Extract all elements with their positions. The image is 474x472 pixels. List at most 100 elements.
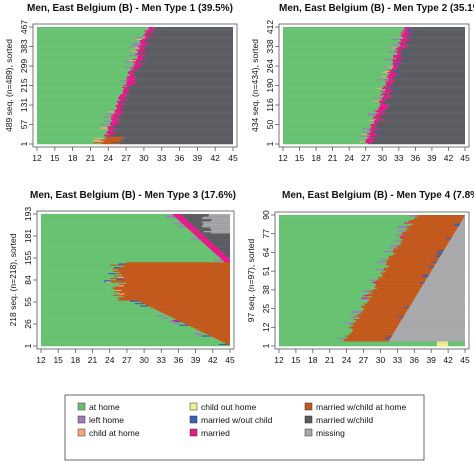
x-tick-label: 27 <box>121 153 131 163</box>
x-tick-label: 24 <box>342 355 352 365</box>
chart-title: Men, East Belgium (B) - Men Type 1 (39.5… <box>27 3 233 14</box>
sequence-strips <box>41 214 230 346</box>
sequence-segment <box>417 215 465 216</box>
x-tick-label: 18 <box>71 355 81 365</box>
y-axis-label: 97 seq. (n=97), sorted <box>246 239 256 323</box>
x-tick-label: 42 <box>208 355 218 365</box>
sequence-segment <box>209 214 230 215</box>
x-tick-label: 12 <box>278 153 288 163</box>
sequence-strips <box>37 27 233 144</box>
legend-swatch <box>190 416 197 423</box>
y-tick-label: 50 <box>265 120 275 130</box>
x-tick-label: 12 <box>36 355 46 365</box>
x-tick-label: 45 <box>460 153 470 163</box>
sequence-strips <box>279 215 465 346</box>
legend-swatch <box>305 429 312 436</box>
sequence-segment <box>173 214 182 215</box>
y-tick-label: 116 <box>265 98 275 112</box>
x-tick-label: 18 <box>311 153 321 163</box>
legend-label: married w/child <box>316 415 373 425</box>
sequence-segment <box>279 215 417 216</box>
x-tick-label: 33 <box>394 153 404 163</box>
y-tick-label: 383 <box>19 39 29 53</box>
x-tick-label: 39 <box>426 355 436 365</box>
y-tick-label: 12 <box>261 322 271 332</box>
y-tick-label: 1 <box>261 343 271 348</box>
legend-swatch <box>305 403 312 410</box>
y-tick-label: 38 <box>261 285 271 295</box>
y-tick-label: 412 <box>265 20 275 34</box>
x-tick-label: 33 <box>393 355 403 365</box>
y-axis-label: 218 seq. (n=218), sorted <box>8 233 18 326</box>
y-tick-label: 193 <box>23 207 33 221</box>
x-tick-label: 18 <box>308 355 318 365</box>
y-axis-label: 434 seq. (n=434), sorted <box>250 39 260 132</box>
x-tick-label: 39 <box>427 153 437 163</box>
y-tick-label: 84 <box>23 275 33 285</box>
y-tick-label: 131 <box>19 98 29 112</box>
x-tick-label: 30 <box>378 153 388 163</box>
legend-label: at home <box>89 402 120 412</box>
legend-label: left home <box>89 415 124 425</box>
legend-label: married w/child at home <box>316 402 407 412</box>
x-tick-label: 24 <box>105 355 115 365</box>
x-tick-label: 21 <box>88 355 98 365</box>
y-tick-label: 55 <box>23 297 33 307</box>
x-tick-label: 18 <box>68 153 78 163</box>
x-tick-label: 42 <box>210 153 220 163</box>
x-tick-label: 24 <box>104 153 114 163</box>
sequence-segment <box>283 27 404 28</box>
y-tick-label: 90 <box>261 210 271 220</box>
y-tick-label: 64 <box>261 247 271 257</box>
legend-label: child at home <box>89 428 140 438</box>
legend: at home left home child at home child out h… <box>65 395 424 460</box>
y-tick-label: 1 <box>19 141 29 146</box>
legend-label: missing <box>316 428 345 438</box>
x-tick-label: 15 <box>291 355 301 365</box>
x-tick-label: 27 <box>359 355 369 365</box>
x-tick-label: 12 <box>32 153 42 163</box>
chart-panel-4: Men, East Belgium (B) - Men Type 4 (7.8%… <box>246 190 474 365</box>
chart-panel-1: Men, East Belgium (B) - Men Type 1 (39.5… <box>4 3 238 163</box>
y-tick-label: 51 <box>261 266 271 276</box>
x-tick-label: 36 <box>175 153 185 163</box>
y-tick-label: 1 <box>265 141 275 146</box>
legend-label: married <box>201 428 230 438</box>
sequence-segment <box>409 215 417 216</box>
x-tick-label: 39 <box>191 355 201 365</box>
chart-title: Men, East Belgium (B) - Men Type 3 (17.6… <box>30 190 236 201</box>
legend-swatch <box>305 416 312 423</box>
legend-label: child out home <box>201 402 257 412</box>
y-tick-label: 1 <box>23 343 33 348</box>
x-tick-label: 36 <box>411 153 421 163</box>
x-tick-label: 15 <box>53 355 63 365</box>
sequence-segment <box>410 27 465 28</box>
legend-swatch <box>78 429 85 436</box>
y-tick-label: 264 <box>265 59 275 73</box>
y-tick-label: 338 <box>265 39 275 53</box>
x-tick-label: 45 <box>460 355 470 365</box>
y-axis-label: 489 seq. (n=489), sorted <box>4 39 14 132</box>
x-tick-label: 39 <box>193 153 203 163</box>
x-tick-label: 36 <box>410 355 420 365</box>
legend-swatch <box>78 403 85 410</box>
x-tick-label: 30 <box>376 355 386 365</box>
sequence-strips <box>283 27 465 144</box>
chart-title: Men, East Belgium (B) - Men Type 2 (35.1… <box>279 3 474 14</box>
sequence-segment <box>148 27 154 28</box>
x-tick-label: 21 <box>328 153 338 163</box>
x-tick-label: 24 <box>344 153 354 163</box>
y-tick-label: 155 <box>23 251 33 265</box>
y-tick-label: 26 <box>23 319 33 329</box>
sequence-segment <box>404 27 410 28</box>
x-tick-label: 42 <box>443 355 453 365</box>
y-tick-label: 57 <box>19 120 29 130</box>
x-tick-label: 21 <box>325 355 335 365</box>
legend-swatch <box>190 403 197 410</box>
x-tick-label: 45 <box>225 355 235 365</box>
y-tick-label: 215 <box>19 78 29 92</box>
y-tick-label: 190 <box>265 78 275 92</box>
sequence-segment <box>37 27 148 28</box>
